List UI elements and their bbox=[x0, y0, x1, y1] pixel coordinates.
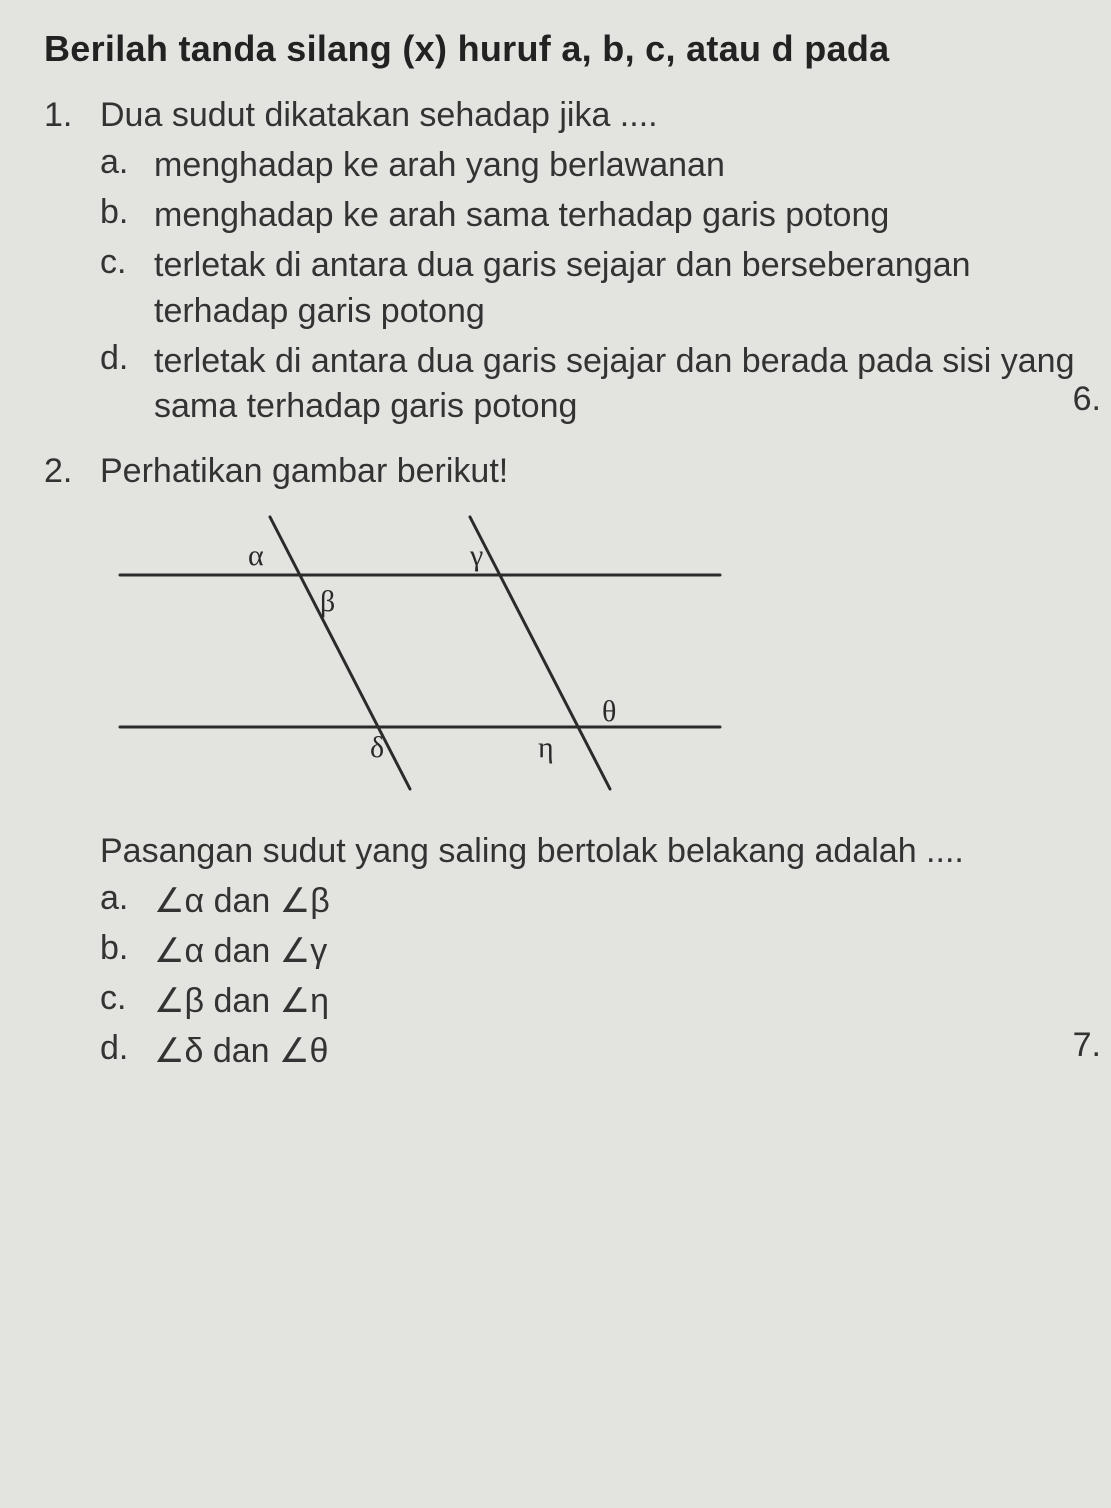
q1-option-b[interactable]: b. menghadap ke arah sama terhadap garis… bbox=[100, 193, 1075, 239]
option-text: ∠β dan ∠η bbox=[154, 979, 1075, 1025]
angle-post: ∠γ bbox=[280, 932, 327, 970]
option-letter: c. bbox=[100, 979, 154, 1018]
angle-mid: dan bbox=[204, 932, 280, 970]
angle-pre: ∠α bbox=[154, 932, 204, 970]
angle-post: ∠θ bbox=[279, 1032, 328, 1070]
angle-post: ∠η bbox=[280, 982, 329, 1020]
q1-option-d[interactable]: d. terletak di antara dua garis sejajar … bbox=[100, 339, 1075, 431]
option-text: terletak di antara dua garis sejajar dan… bbox=[154, 243, 1075, 335]
q2-option-d[interactable]: d. ∠δ dan ∠θ bbox=[100, 1029, 1075, 1075]
side-number-7: 7. bbox=[1073, 1026, 1101, 1065]
q2-post-stem: Pasangan sudut yang saling bertolak bela… bbox=[100, 832, 1075, 871]
angle-mid: dan bbox=[203, 1032, 279, 1070]
option-letter: d. bbox=[100, 339, 154, 378]
q2-figure: α γ β δ η θ bbox=[100, 509, 1075, 808]
option-letter: b. bbox=[100, 193, 154, 232]
option-text: menghadap ke arah yang berlawanan bbox=[154, 143, 1075, 189]
page-root: Berilah tanda silang (x) huruf a, b, c, … bbox=[0, 0, 1111, 1125]
angle-label-eta: η bbox=[538, 731, 554, 764]
q2-option-b[interactable]: b. ∠α dan ∠γ bbox=[100, 929, 1075, 975]
option-letter: d. bbox=[100, 1029, 154, 1068]
option-text: ∠δ dan ∠θ bbox=[154, 1029, 1075, 1075]
q2-number: 2. bbox=[44, 452, 100, 491]
angle-mid: dan bbox=[204, 982, 280, 1020]
q1-body: Dua sudut dikatakan sehadap jika .... a.… bbox=[100, 96, 1075, 434]
q2-option-a[interactable]: a. ∠α dan ∠β bbox=[100, 879, 1075, 925]
angle-pre: ∠α bbox=[154, 882, 204, 920]
side-number-6: 6. bbox=[1073, 380, 1101, 419]
angle-label-delta: δ bbox=[370, 731, 384, 764]
q1-options: a. menghadap ke arah yang berlawanan b. … bbox=[100, 143, 1075, 430]
option-text: ∠α dan ∠γ bbox=[154, 929, 1075, 975]
parallel-lines-diagram: α γ β δ η θ bbox=[100, 509, 740, 799]
q2-body: Perhatikan gambar berikut! α γ β δ η θ Pasang… bbox=[100, 452, 1075, 1079]
option-letter: a. bbox=[100, 879, 154, 918]
q2-stem: Perhatikan gambar berikut! bbox=[100, 452, 1075, 491]
option-text: menghadap ke arah sama terhadap garis po… bbox=[154, 193, 1075, 239]
angle-pre: ∠β bbox=[154, 982, 204, 1020]
q1-option-a[interactable]: a. menghadap ke arah yang berlawanan bbox=[100, 143, 1075, 189]
angle-label-theta: θ bbox=[602, 695, 616, 728]
q1-option-c[interactable]: c. terletak di antara dua garis sejajar … bbox=[100, 243, 1075, 335]
question-1: 1. Dua sudut dikatakan sehadap jika ....… bbox=[44, 96, 1075, 434]
q2-options: a. ∠α dan ∠β b. ∠α dan ∠γ c. ∠β dan ∠η bbox=[100, 879, 1075, 1075]
angle-label-gamma: γ bbox=[469, 539, 483, 572]
angle-post: ∠β bbox=[280, 882, 330, 920]
angle-mid: dan bbox=[204, 882, 280, 920]
instruction-heading: Berilah tanda silang (x) huruf a, b, c, … bbox=[44, 28, 1075, 70]
option-letter: a. bbox=[100, 143, 154, 182]
option-letter: c. bbox=[100, 243, 154, 282]
angle-label-beta: β bbox=[320, 585, 335, 618]
q1-stem: Dua sudut dikatakan sehadap jika .... bbox=[100, 96, 1075, 135]
option-text: ∠α dan ∠β bbox=[154, 879, 1075, 925]
option-letter: b. bbox=[100, 929, 154, 968]
question-2: 2. Perhatikan gambar berikut! α γ β δ η θ Pas… bbox=[44, 452, 1075, 1079]
option-text: terletak di antara dua garis sejajar dan… bbox=[154, 339, 1075, 431]
angle-label-alpha: α bbox=[248, 539, 264, 572]
angle-pre: ∠δ bbox=[154, 1032, 203, 1070]
q1-number: 1. bbox=[44, 96, 100, 135]
q2-option-c[interactable]: c. ∠β dan ∠η bbox=[100, 979, 1075, 1025]
